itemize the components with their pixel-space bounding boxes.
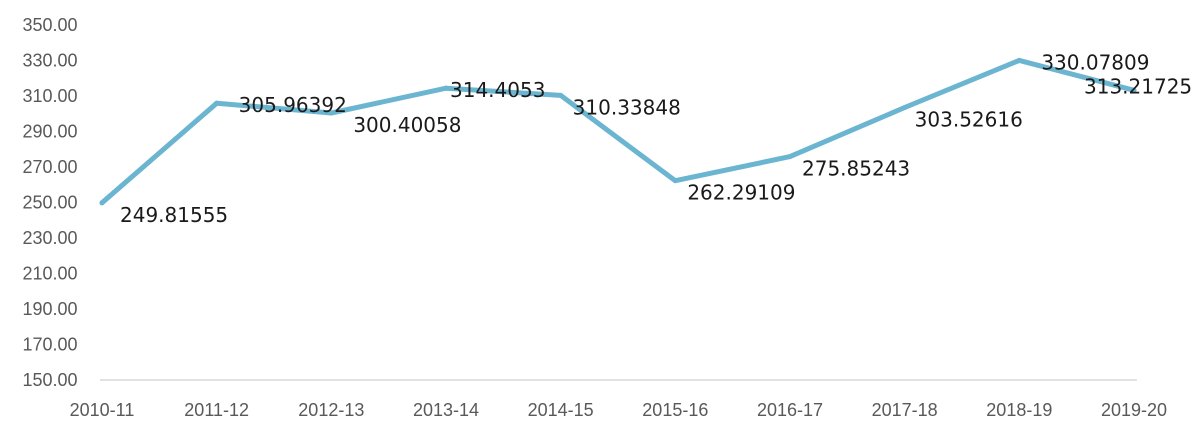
x-tick-label: 2019-20 [1101, 400, 1167, 420]
y-tick-label: 150.00 [22, 370, 77, 390]
x-tick-label: 2014-15 [528, 400, 594, 420]
y-tick-label: 170.00 [22, 335, 77, 355]
data-point [1131, 87, 1137, 93]
x-tick-label: 2010-11 [70, 400, 135, 420]
x-tick-label: 2013-14 [413, 400, 479, 420]
data-point [328, 110, 334, 116]
data-label: 310.33848 [573, 95, 681, 119]
y-tick-label: 350.00 [22, 15, 77, 35]
y-tick-label: 330.00 [22, 51, 77, 71]
data-label: 314.4053 [450, 78, 545, 102]
y-tick-label: 250.00 [22, 193, 77, 213]
data-label: 249.81555 [120, 203, 228, 227]
x-tick-label: 2017-18 [872, 400, 938, 420]
series-line [99, 57, 1137, 206]
data-label: 313.21725 [1084, 74, 1192, 98]
data-point [443, 85, 449, 91]
data-point [558, 92, 564, 98]
data-point [99, 200, 105, 206]
x-tick-label: 2012-13 [298, 400, 364, 420]
x-tick-label: 2015-16 [642, 400, 708, 420]
y-tick-label: 270.00 [22, 157, 77, 177]
data-label: 330.07809 [1041, 50, 1149, 74]
data-point [672, 178, 678, 184]
y-tick-label: 310.00 [22, 86, 77, 106]
y-tick-label: 190.00 [22, 299, 77, 319]
y-tick-label: 290.00 [22, 122, 77, 142]
data-point [1016, 57, 1022, 63]
data-label: 275.85243 [802, 157, 910, 181]
data-point [214, 100, 220, 106]
y-tick-label: 230.00 [22, 228, 77, 248]
data-point [902, 104, 908, 110]
data-label: 303.52616 [915, 107, 1023, 131]
data-point [787, 154, 793, 160]
y-tick-label: 210.00 [22, 264, 77, 284]
data-label: 300.40058 [353, 113, 461, 137]
x-tick-label: 2016-17 [757, 400, 823, 420]
x-tick-label: 2018-19 [986, 400, 1052, 420]
data-label: 305.96392 [239, 93, 347, 117]
x-tick-label: 2011-12 [184, 400, 249, 420]
data-label: 262.29109 [687, 181, 795, 205]
